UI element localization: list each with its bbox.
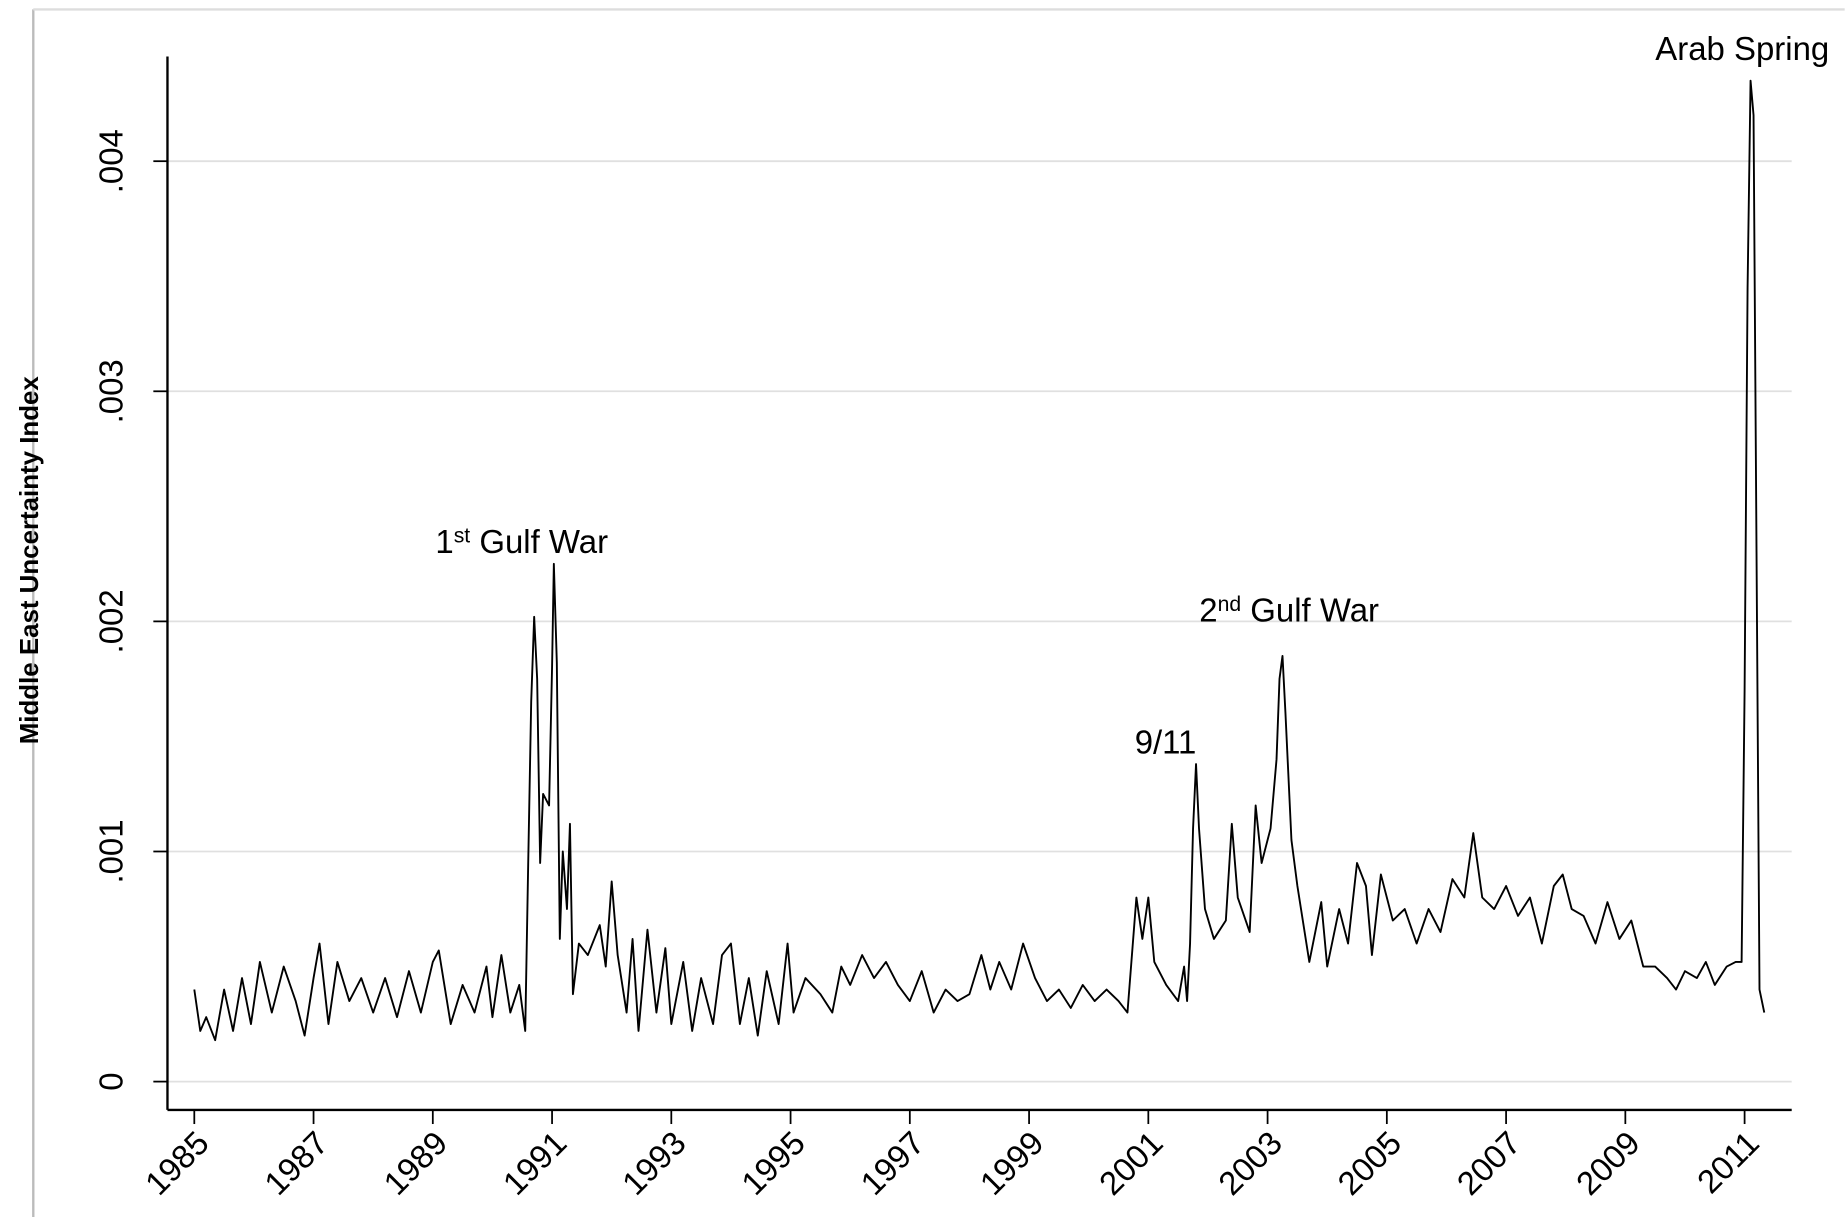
y-tick-label: .003	[93, 359, 130, 423]
annotation-superscript: nd	[1218, 593, 1242, 616]
annotation-text: 2	[1199, 591, 1217, 628]
data-line	[193, 79, 1766, 1042]
annotation-text: Arab Spring	[1655, 30, 1829, 67]
annotation: 2nd Gulf War	[1199, 591, 1379, 628]
annotation-text: 1	[435, 523, 453, 560]
y-tick-label: .002	[93, 589, 130, 653]
y-tick-label: 0	[93, 1072, 130, 1090]
annotation: 1st Gulf War	[435, 523, 608, 560]
annotation-text: Gulf War	[470, 523, 608, 560]
y-tick-label: .001	[93, 819, 130, 883]
annotation: Arab Spring	[1655, 30, 1829, 67]
annotation-superscript: st	[454, 525, 471, 548]
y-axis-label: Middle East Uncertainty Index	[16, 376, 44, 745]
annotation-text: 9/11	[1135, 723, 1197, 760]
annotation: 9/11	[1135, 723, 1197, 760]
annotation-text: Gulf War	[1241, 591, 1379, 628]
y-tick-label: .004	[93, 129, 130, 193]
